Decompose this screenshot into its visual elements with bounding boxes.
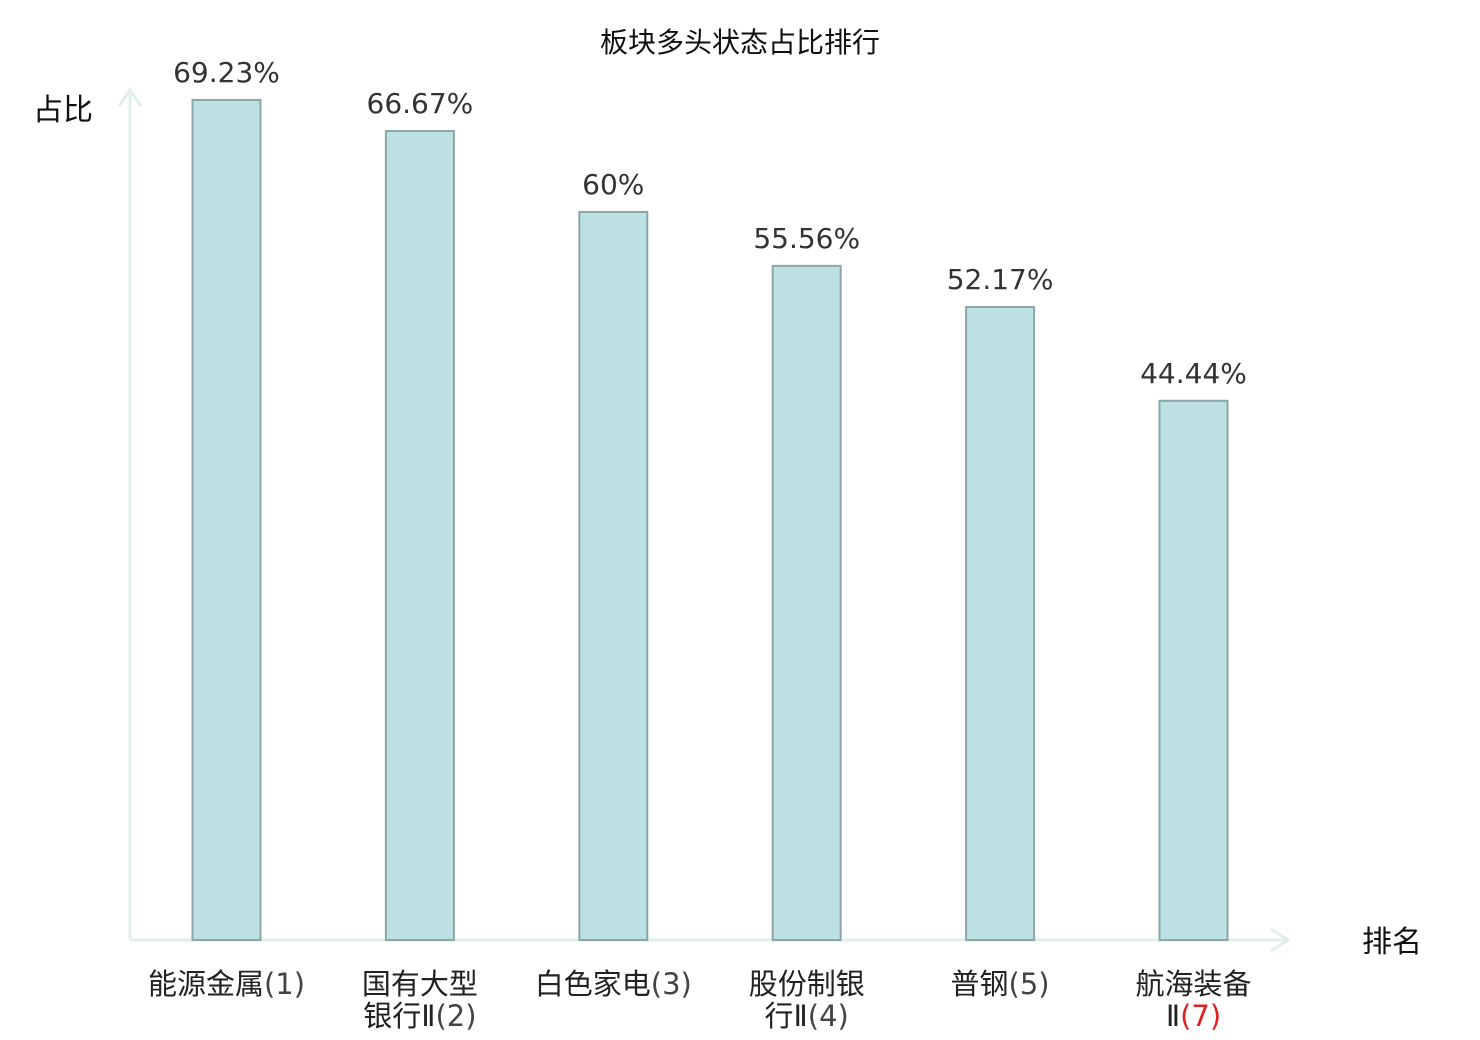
category-label: 国有大型	[362, 967, 478, 1001]
bar	[771, 264, 842, 941]
category-rank: (5)	[1009, 967, 1050, 1001]
category-rank: (7)	[1180, 999, 1221, 1033]
category-rank: (3)	[651, 967, 692, 1001]
bar	[191, 99, 262, 941]
value-label: 52.17%	[947, 263, 1054, 296]
value-label: 44.44%	[1140, 357, 1247, 390]
value-label: 69.23%	[173, 56, 280, 89]
chart-title: 板块多头状态占比排行	[600, 26, 880, 59]
value-label: 55.56%	[753, 222, 860, 255]
category-rank: (2)	[435, 999, 476, 1033]
bar	[965, 305, 1036, 942]
category-label: 股份制银	[749, 967, 865, 1001]
value-label: 60%	[582, 168, 644, 201]
axes	[117, 87, 1291, 953]
category-rank: (4)	[808, 999, 849, 1033]
category-label: 银行Ⅱ(2)	[363, 999, 476, 1033]
x-axis-title: 排名	[1362, 925, 1422, 960]
y-axis-arrow	[117, 87, 143, 107]
category-label: Ⅱ(7)	[1166, 999, 1221, 1033]
category-label: 白色家电(3)	[535, 967, 692, 1001]
value-label: 66.67%	[367, 87, 474, 120]
bar	[578, 210, 649, 942]
bar	[1158, 399, 1229, 941]
y-axis-title: 占比	[33, 93, 93, 128]
x-axis-arrow	[1270, 927, 1291, 953]
category-label: 能源金属(1)	[148, 967, 305, 1001]
category-rank: (1)	[264, 967, 305, 1001]
value-labels-group: 69.23% 66.67% 60% 55.56% 52.17% 44.44%	[173, 56, 1247, 390]
category-label: 普钢(5)	[951, 967, 1050, 1001]
category-label: 行Ⅱ(4)	[765, 999, 849, 1033]
bar	[384, 130, 455, 941]
bars-group	[191, 99, 1229, 942]
category-label: 航海装备	[1135, 967, 1251, 1001]
